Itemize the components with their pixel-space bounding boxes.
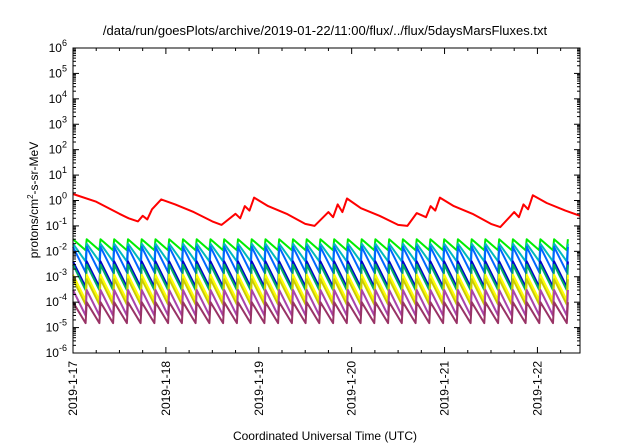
series-line-1 bbox=[72, 193, 581, 229]
series-line-2 bbox=[72, 238, 569, 252]
y-axis: 10-6 10-5 10-4 10-3 10-2 10-1 100 101 102 103 104 1… bbox=[46, 38, 580, 360]
x-tick-label: 2019-1-17 bbox=[66, 361, 80, 416]
series-line-9 bbox=[72, 289, 569, 317]
y-axis-label: protons/cm2-s-sr-MeV bbox=[26, 142, 41, 258]
y-tick-label: 100 bbox=[49, 191, 67, 208]
y-axis-label-main: protons/cm bbox=[27, 199, 41, 258]
y-tick-label: 10-6 bbox=[46, 343, 67, 360]
series-line-6 bbox=[72, 263, 569, 291]
x-tick-label: 2019-1-20 bbox=[345, 361, 359, 416]
x-tick-label: 2019-1-19 bbox=[252, 361, 266, 416]
x-axis: 2019-1-17 2019-1-18 2019-1-19 2019-1-20 2019… bbox=[66, 48, 562, 416]
x-tick-label: 2019-1-21 bbox=[438, 361, 452, 416]
x-axis-label: Coordinated Universal Time (UTC) bbox=[233, 429, 417, 443]
y-tick-label: 105 bbox=[49, 63, 67, 80]
series-layer bbox=[72, 193, 581, 325]
y-tick-label: 10-4 bbox=[46, 292, 67, 309]
y-tick-label: 104 bbox=[49, 89, 67, 106]
y-tick-label: 10-1 bbox=[46, 216, 67, 233]
series-line-8 bbox=[72, 278, 569, 306]
y-tick-label: 10-2 bbox=[46, 241, 67, 258]
x-tick-label: 2019-1-18 bbox=[159, 361, 173, 416]
series-line-3 bbox=[72, 242, 569, 263]
chart-title: /data/run/goesPlots/archive/2019-01-22/1… bbox=[103, 23, 548, 38]
y-tick-label: 10-5 bbox=[46, 318, 67, 335]
y-axis-label-tail: -s-sr-MeV bbox=[27, 142, 41, 195]
y-tick-label: 106 bbox=[49, 38, 67, 55]
x-tick-label: 2019-1-22 bbox=[530, 361, 544, 416]
y-tick-label: 10-3 bbox=[46, 267, 67, 284]
y-axis-label-sup: 2 bbox=[26, 194, 35, 199]
series-line-10 bbox=[72, 301, 569, 325]
y-tick-label: 102 bbox=[49, 140, 67, 157]
plot-frame bbox=[72, 47, 581, 354]
y-tick-label: 103 bbox=[49, 114, 67, 131]
y-tick-label: 101 bbox=[49, 165, 67, 182]
series-line-5 bbox=[72, 260, 569, 288]
series-line-4 bbox=[72, 245, 569, 274]
series-line-7 bbox=[72, 273, 569, 302]
